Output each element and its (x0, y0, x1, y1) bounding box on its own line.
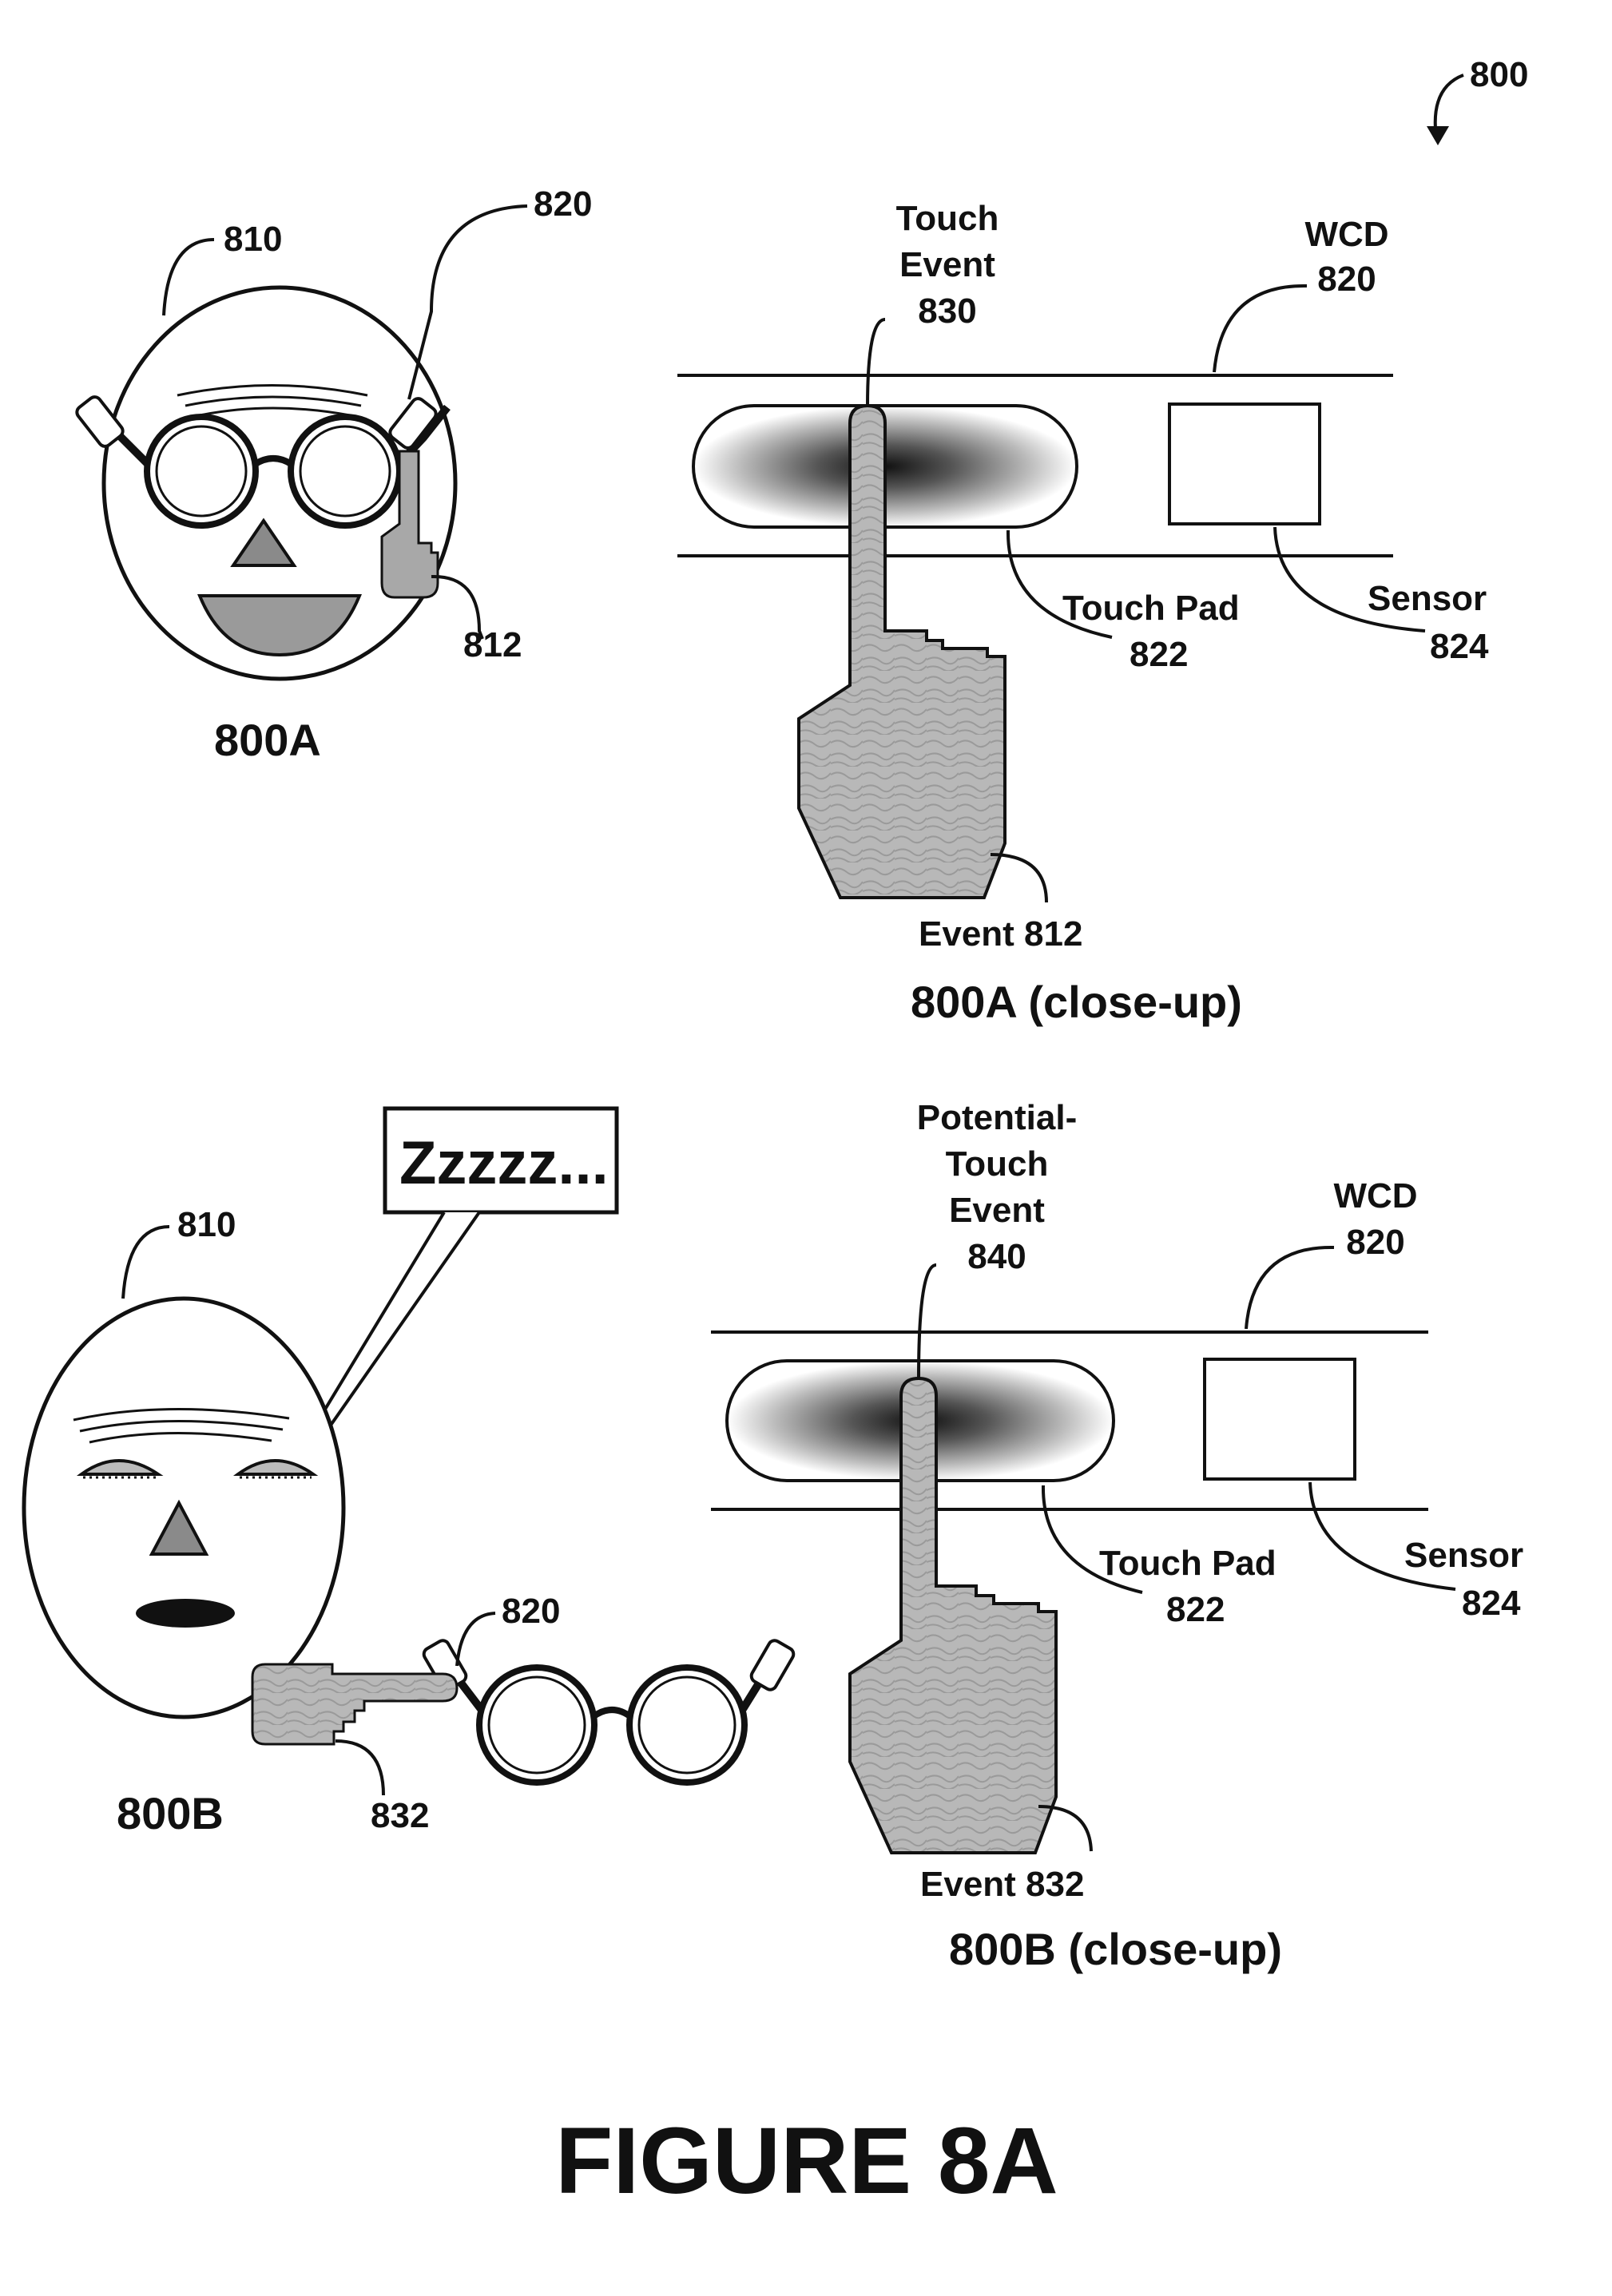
panel-800b-closeup: Potential- Touch Event 840 WCD 820 Touch… (711, 1098, 1523, 1974)
arrowhead-icon (1427, 126, 1449, 145)
event-832-label: Event 832 (920, 1865, 1084, 1904)
sensor-label-b: Sensor (1404, 1536, 1523, 1575)
speech-text: Zzzzz... (399, 1129, 609, 1197)
touch-pad-label-b: Touch Pad (1099, 1544, 1276, 1583)
panel-800a: 810 820 812 800A (74, 184, 592, 765)
ref-824b: 824 (1462, 1584, 1521, 1623)
panel-title-800a-closeup: 800A (close-up) (911, 977, 1242, 1027)
touch-event-label-line1: Touch (896, 199, 999, 238)
event-812-label: Event 812 (919, 914, 1082, 954)
leader-820b (457, 1613, 495, 1666)
ref-832: 832 (371, 1796, 429, 1835)
hand-832 (252, 1664, 457, 1744)
panel-title-800a: 800A (214, 715, 321, 765)
ref-810b: 810 (177, 1205, 236, 1244)
glasses-820b (422, 1638, 796, 1782)
panel-800a-closeup: Touch Event 830 WCD 820 Touch Pad 822 Se… (677, 199, 1489, 1027)
sensor-824 (1169, 404, 1320, 524)
ref-822: 822 (1130, 635, 1188, 674)
potential-event-label-line2: Touch (946, 1144, 1049, 1184)
leader-820 (409, 206, 527, 399)
potential-event-label-line1: Potential- (917, 1098, 1077, 1137)
panel-title-800b-closeup: 800B (close-up) (949, 1924, 1282, 1974)
ref-wcd-820b: 820 (1346, 1223, 1404, 1262)
figure-caption: FIGURE 8A (555, 2108, 1058, 2214)
wcd-label: WCD (1304, 215, 1388, 254)
ref-822b: 822 (1166, 1590, 1225, 1629)
figure-number: 800 (1470, 55, 1528, 94)
ref-830: 830 (918, 291, 976, 331)
ref-824: 824 (1430, 627, 1489, 666)
panel-title-800b: 800B (117, 1788, 224, 1838)
panel-800b: Zzzzz... 810 820 (24, 1108, 796, 1838)
mouth-open (136, 1599, 235, 1628)
leader-wcd-b (1246, 1247, 1334, 1329)
ref-840: 840 (967, 1237, 1026, 1276)
wcd-label-b: WCD (1333, 1176, 1417, 1215)
head-810b (24, 1299, 343, 1717)
ref-820b: 820 (502, 1592, 560, 1631)
leader-wcd (1214, 286, 1307, 372)
leader-830 (868, 319, 885, 407)
sensor-824b (1205, 1359, 1355, 1479)
potential-event-label-line3: Event (949, 1191, 1045, 1230)
ref-820: 820 (534, 184, 592, 224)
ref-810: 810 (224, 220, 282, 259)
sensor-label: Sensor (1368, 579, 1487, 618)
ref-wcd-820: 820 (1317, 260, 1376, 299)
touch-pad-label: Touch Pad (1062, 589, 1240, 628)
leader-810b (123, 1227, 169, 1299)
figure-ref-800: 800 (1427, 55, 1528, 145)
leader-832 (336, 1741, 383, 1795)
touch-event-label-line2: Event (899, 245, 995, 284)
ref-812: 812 (463, 625, 522, 664)
